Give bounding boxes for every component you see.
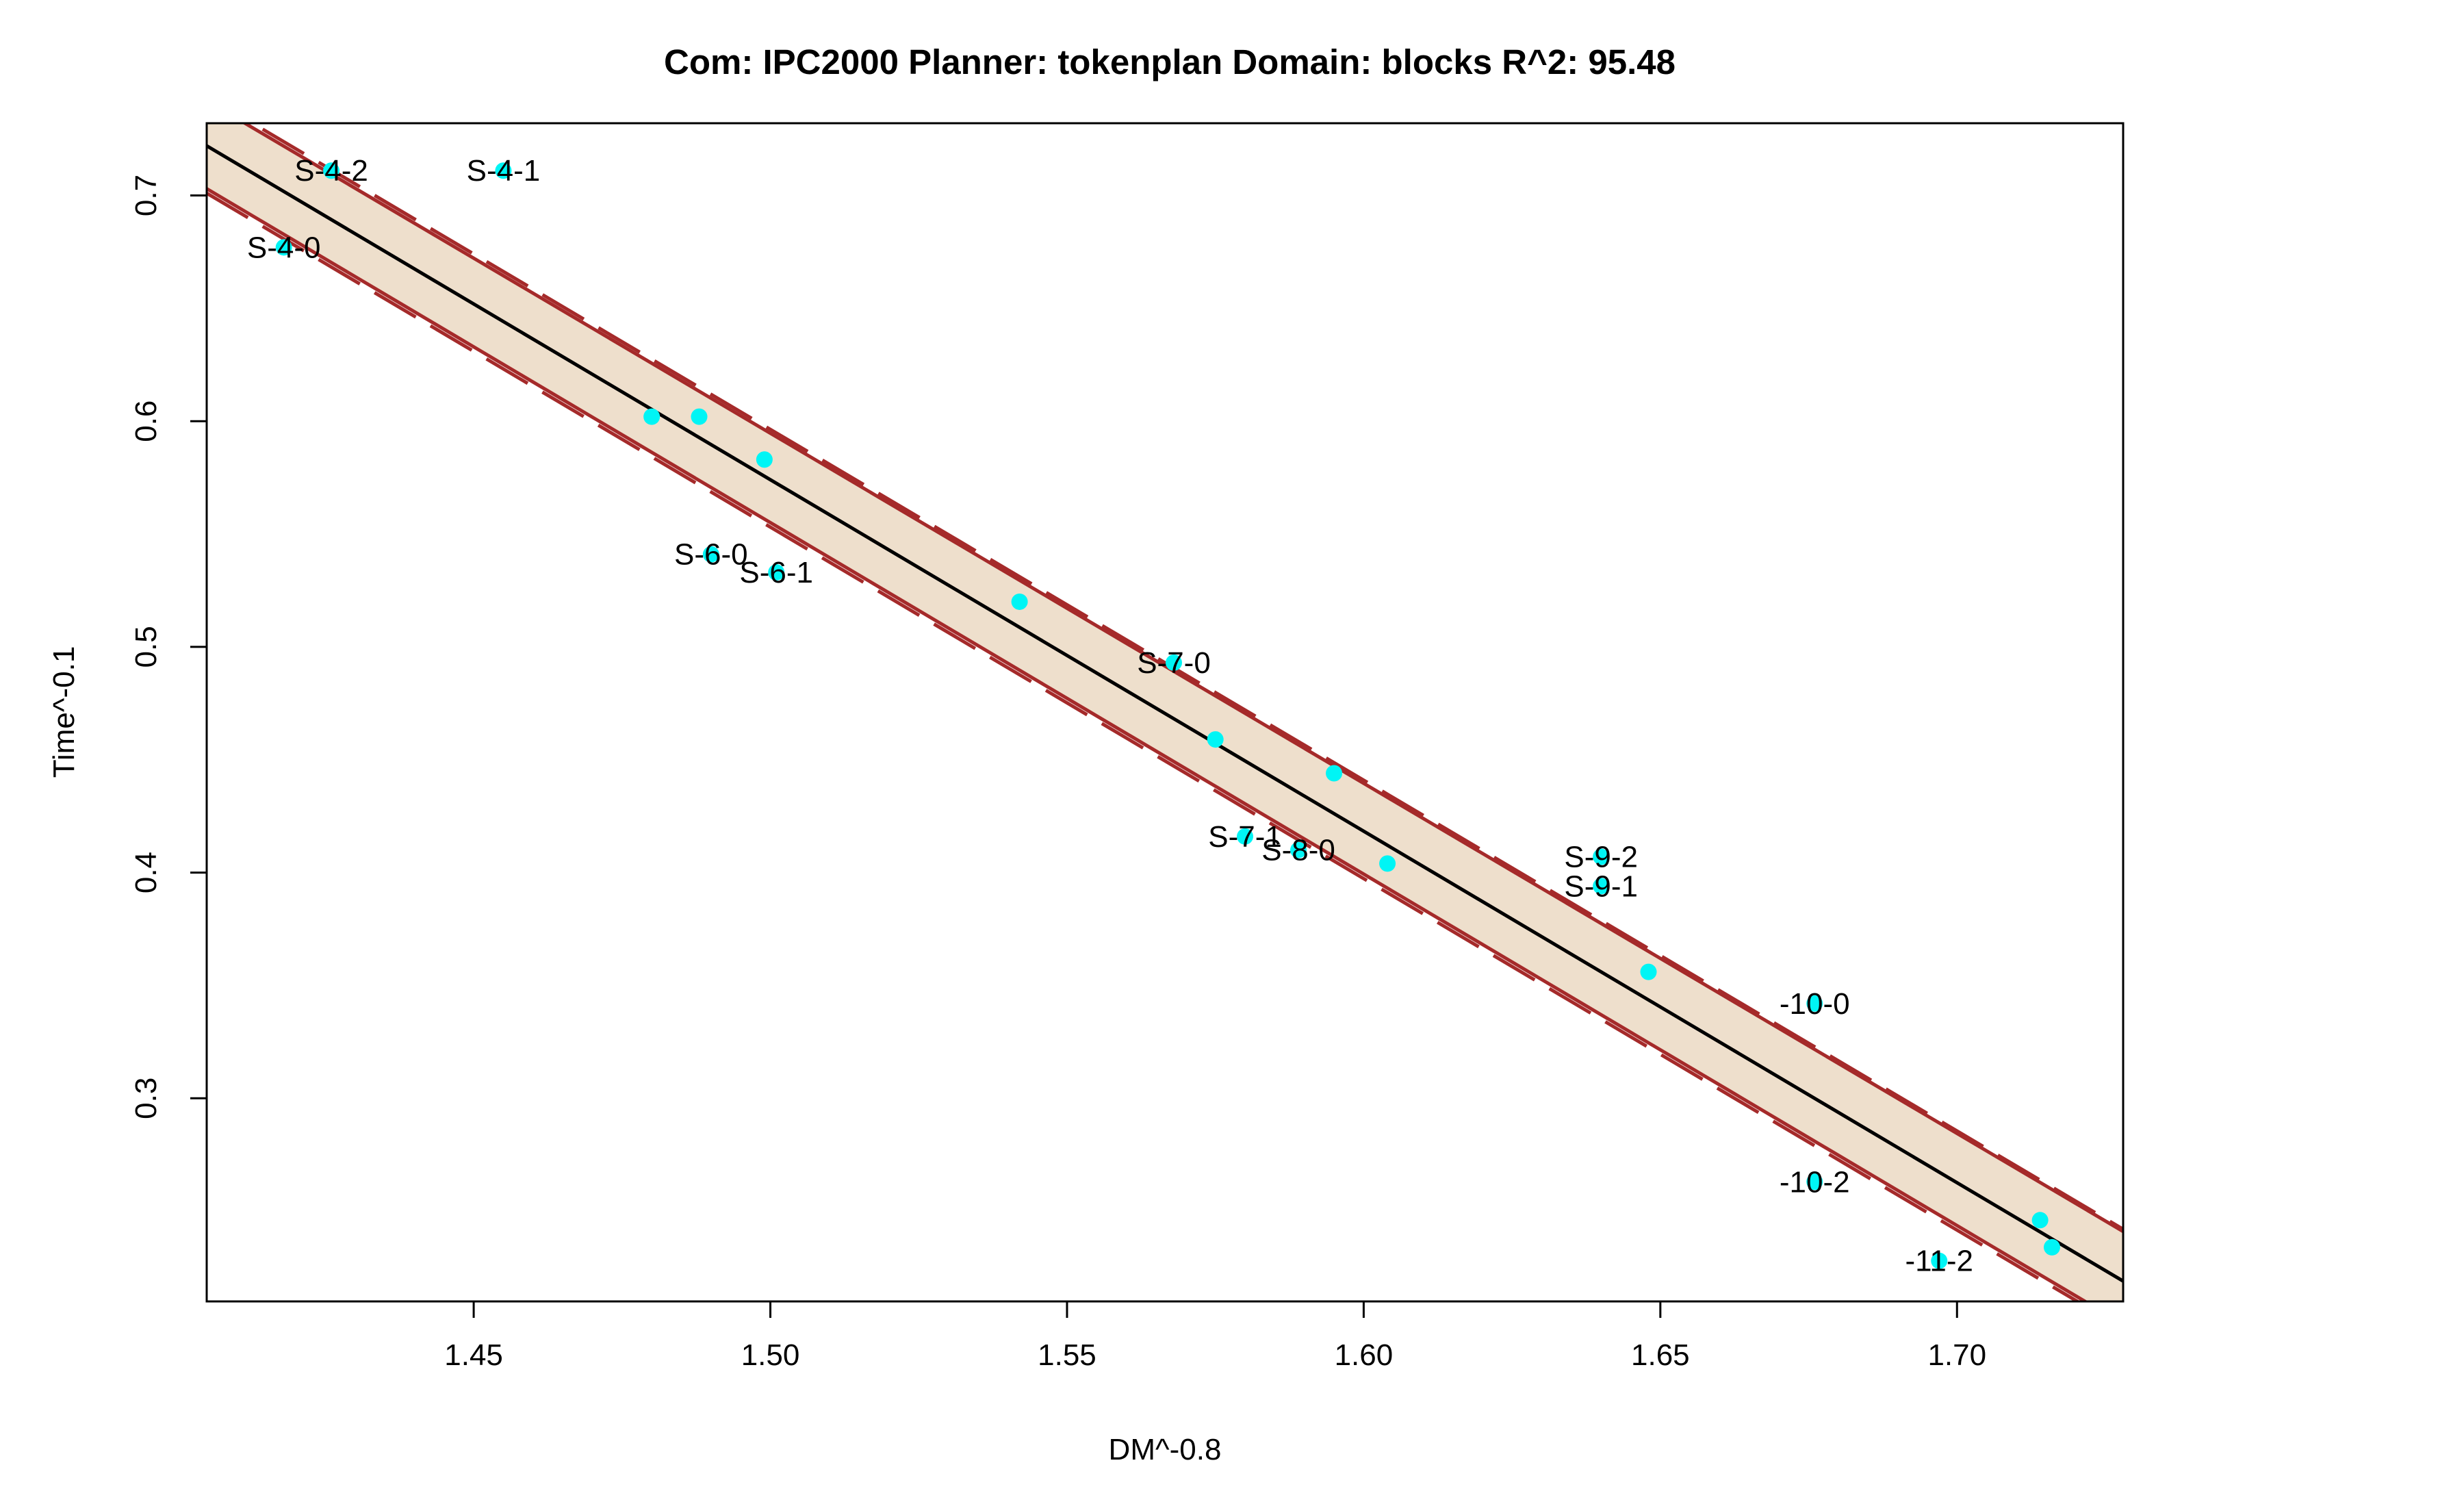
data-label: -10-2 — [1780, 1165, 1850, 1199]
data-point — [1640, 963, 1657, 980]
data-point — [643, 408, 660, 425]
prediction-lower-line — [207, 192, 2081, 1301]
data-label: S-4-2 — [294, 154, 368, 188]
data-point — [1379, 855, 1396, 872]
data-label: -10-0 — [1780, 987, 1850, 1021]
data-point — [702, 546, 719, 563]
data-point — [1593, 848, 1610, 865]
y-tick-label: 0.6 — [129, 400, 163, 442]
data-point — [495, 162, 512, 179]
data-point — [323, 162, 340, 179]
data-label: S-6-1 — [739, 556, 813, 589]
data-point — [1011, 593, 1028, 610]
data-point — [275, 239, 292, 256]
data-point — [1166, 654, 1183, 671]
data-point — [1207, 731, 1224, 748]
data-point — [1326, 765, 1343, 782]
y-tick-label: 0.3 — [129, 1078, 163, 1119]
data-label: -11-2 — [1905, 1245, 1973, 1278]
y-axis-title: Time^-0.1 — [47, 646, 81, 778]
data-point — [1593, 878, 1610, 895]
data-point — [2043, 1238, 2060, 1256]
data-point — [2031, 1212, 2049, 1229]
data-point — [1237, 828, 1254, 845]
data-label: S-7-1 — [1208, 820, 1282, 854]
data-point — [1806, 1173, 1823, 1191]
x-axis: 1.45 1.50 1.55 1.60 1.65 1.70 — [444, 1300, 1986, 1372]
x-tick-label: 1.65 — [1631, 1338, 1690, 1372]
x-tick-label: 1.60 — [1335, 1338, 1394, 1372]
x-tick-label: 1.70 — [1927, 1338, 1986, 1372]
x-tick-label: 1.45 — [444, 1338, 503, 1372]
data-labels: S-4-0 S-4-2 S-4-1 S-6-0S-6-1 S-7-0 S-7-1S-8-0… — [247, 154, 1973, 1277]
y-tick-label: 0.7 — [129, 175, 163, 216]
x-tick-label: 1.50 — [741, 1338, 800, 1372]
data-label: S-9-2 — [1564, 841, 1638, 874]
data-point — [1290, 841, 1307, 858]
data-label: S-8-0 — [1261, 834, 1335, 867]
y-tick-label: 0.4 — [129, 852, 163, 893]
data-point — [756, 451, 773, 468]
y-tick-label: 0.5 — [129, 626, 163, 667]
data-point — [768, 564, 785, 581]
data-label: S-4-1 — [467, 154, 541, 188]
data-points — [275, 162, 2060, 1269]
prediction-upper-line — [249, 123, 2123, 1231]
data-label: S-9-1 — [1564, 869, 1638, 903]
x-axis-title: DM^-0.8 — [1109, 1433, 1222, 1466]
data-point — [691, 408, 708, 425]
confidence-lower-line — [207, 187, 2089, 1301]
data-label: S-6-0 — [674, 538, 748, 572]
plot-area — [207, 123, 2123, 1301]
x-tick-label: 1.55 — [1038, 1338, 1096, 1372]
data-point — [1806, 995, 1823, 1012]
confidence-upper-line — [241, 123, 2123, 1233]
y-axis: 0.3 0.4 0.5 0.6 0.7 — [129, 175, 208, 1119]
chart-title: Com: IPC2000 Planner: tokenplan Domain: … — [664, 42, 1676, 81]
data-label: S-7-0 — [1137, 646, 1211, 680]
data-point — [1931, 1252, 1948, 1269]
data-label: S-4-0 — [247, 231, 321, 264]
regression-line — [207, 144, 2123, 1283]
